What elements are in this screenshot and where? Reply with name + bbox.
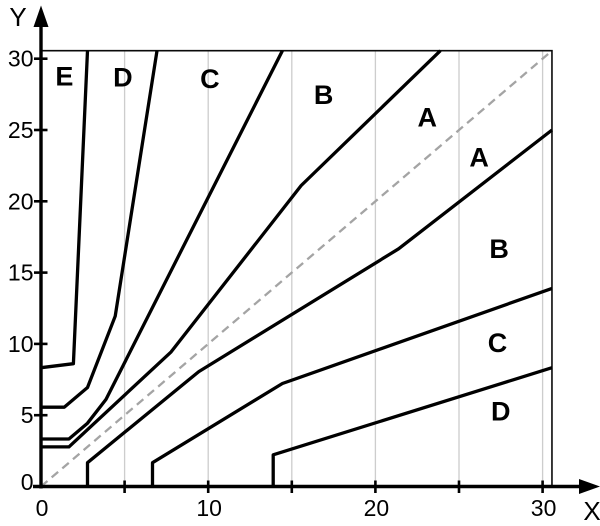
zone-C-lower-label: C <box>488 328 508 358</box>
x-tick-label-0: 0 <box>36 495 49 521</box>
identity-diagonal <box>40 49 553 488</box>
lower-C-boundary <box>150 286 553 487</box>
upper-C-boundary <box>41 49 284 441</box>
zone-A-upper-label: A <box>417 103 437 133</box>
x-tick-label-10: 10 <box>196 495 222 521</box>
y-tick-label-30: 30 <box>8 46 34 72</box>
zone-B-upper-label: B <box>314 80 334 110</box>
x-tick-label-30: 30 <box>531 495 557 521</box>
y-tick-label-25: 25 <box>8 117 34 143</box>
upper-E-boundary <box>40 50 90 370</box>
lower-D-boundary <box>271 366 553 487</box>
y-tick-label-5: 5 <box>21 402 34 428</box>
y-axis-arrow-icon <box>33 5 49 27</box>
zone-B-lower-label: B <box>489 234 509 264</box>
upper-D-boundary <box>41 50 159 409</box>
y-tick-label-10: 10 <box>8 331 34 357</box>
x-axis-label: X <box>583 496 600 526</box>
lower-B-boundary <box>85 128 554 487</box>
zone-C-upper-label: C <box>200 64 220 94</box>
zone-E-upper-label: E <box>55 61 73 91</box>
x-tick-label-20: 20 <box>364 495 390 521</box>
plot-border <box>41 49 553 487</box>
x-axis-arrow-icon <box>579 479 600 494</box>
y-tick-label-0: 0 <box>21 469 34 495</box>
zone-A-lower-label: A <box>469 143 489 173</box>
y-tick-label-20: 20 <box>8 188 34 214</box>
zone-D-lower-label: D <box>491 396 511 426</box>
y-tick-label-15: 15 <box>8 260 34 286</box>
y-axis-label: Y <box>9 2 26 32</box>
zone-D-upper-label: D <box>113 63 133 93</box>
upper-B-boundary <box>41 49 442 449</box>
